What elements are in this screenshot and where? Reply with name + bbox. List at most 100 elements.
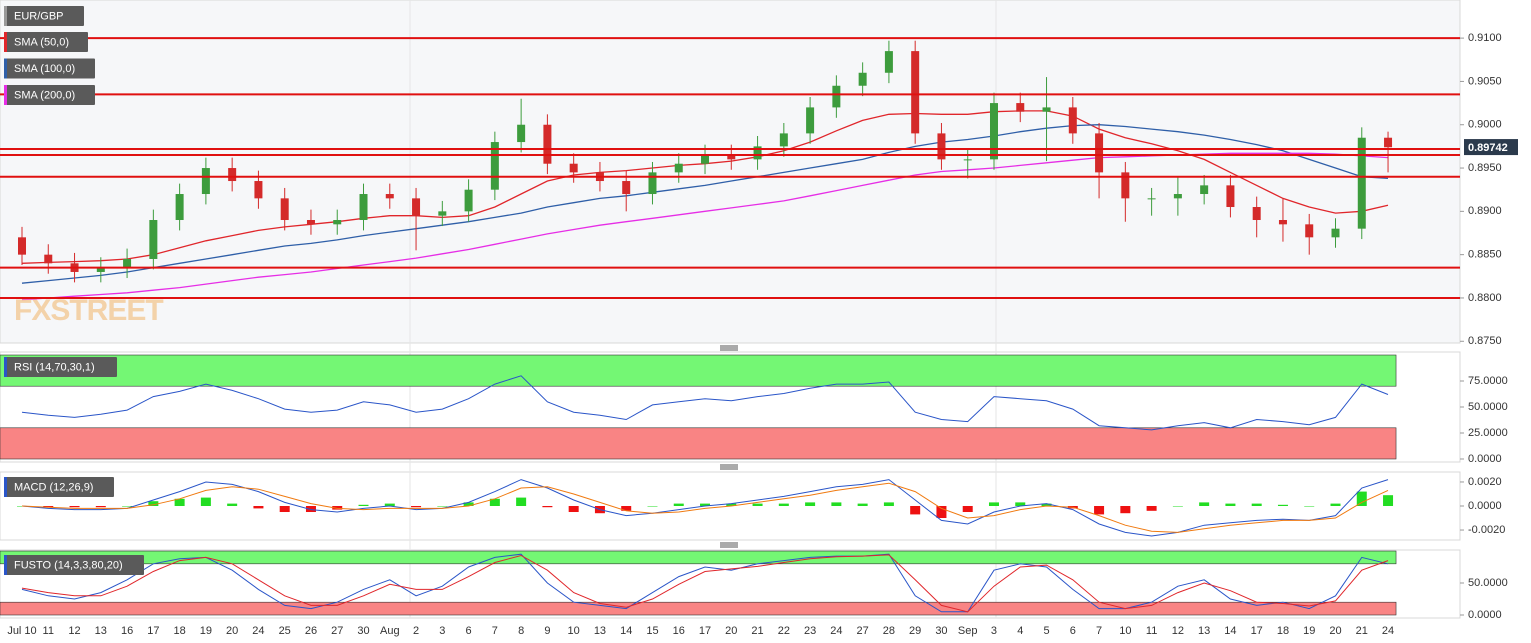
zone: [0, 427, 1397, 460]
x-tick-label: 17: [147, 625, 159, 637]
candle-body: [911, 51, 920, 134]
histogram-bar: [489, 498, 500, 506]
candle-body: [464, 189, 473, 212]
candle-body: [832, 85, 841, 108]
zone: [0, 354, 1397, 387]
y-tick-label: 0.8850: [1468, 249, 1502, 261]
candle-body: [884, 51, 893, 73]
histogram-bar: [542, 506, 553, 508]
x-tick-label: 7: [1096, 625, 1102, 637]
candle-body: [1331, 228, 1340, 238]
x-tick-label: 8: [518, 625, 524, 637]
y-tick-label: 50.0000: [1468, 577, 1508, 589]
y-tick-label: 75.0000: [1468, 375, 1508, 387]
label-box: [4, 357, 117, 377]
x-tick-label: 17: [1251, 625, 1263, 637]
candle-body: [149, 220, 158, 259]
histogram-bar: [1356, 491, 1367, 506]
histogram-bar: [516, 497, 527, 506]
label-strip: [4, 357, 7, 377]
candle-body: [96, 267, 105, 272]
x-tick-label: 23: [804, 625, 816, 637]
y-tick-label: 0.8900: [1468, 205, 1502, 217]
histogram-bar: [910, 506, 921, 515]
x-tick-label: 24: [1382, 625, 1394, 637]
label-strip: [4, 477, 7, 497]
y-tick-label: 0.0020: [1468, 476, 1502, 488]
x-tick-label: 27: [331, 625, 343, 637]
candle-body: [490, 142, 499, 190]
histogram-bar: [227, 503, 238, 506]
resize-handle[interactable]: [720, 345, 738, 548]
histogram-bar: [1146, 506, 1157, 511]
candle-body: [937, 133, 946, 160]
candle-body: [622, 181, 631, 195]
last-price-label: 0.89742: [1468, 142, 1508, 154]
histogram-bar: [1041, 503, 1052, 506]
y-tick-label: 0.9100: [1468, 32, 1502, 44]
label-strip: [4, 85, 7, 105]
x-tick-label: 30: [935, 625, 947, 637]
histogram-bar: [332, 506, 343, 510]
candle-body: [201, 168, 210, 195]
histogram-bar: [200, 497, 211, 506]
x-tick-label: 6: [1070, 625, 1076, 637]
x-tick-label: 13: [95, 625, 107, 637]
x-tick-label: 21: [751, 625, 763, 637]
histogram-bar: [411, 506, 422, 508]
x-tick-label: Jul 10: [7, 625, 36, 637]
x-tick-label: 11: [43, 625, 54, 637]
histogram-bar: [148, 501, 159, 506]
label-box: [4, 85, 95, 105]
x-tick-label: 24: [252, 625, 264, 637]
candle-body: [1226, 185, 1235, 208]
x-tick-label: 13: [1198, 625, 1210, 637]
x-tick-label: 20: [1329, 625, 1341, 637]
candle-body: [1147, 198, 1156, 200]
x-tick-label: 26: [305, 625, 317, 637]
price-panel: [0, 0, 1461, 344]
series-line: [21, 553, 1389, 613]
candle-body: [1305, 224, 1314, 238]
x-tick-label: 12: [1172, 625, 1184, 637]
x-tick-label: 19: [200, 625, 212, 637]
histogram-bar: [1225, 503, 1236, 506]
candle-body: [228, 168, 237, 182]
zone: [0, 601, 1397, 616]
histogram-bar: [1330, 503, 1341, 506]
x-tick-label: 19: [1303, 625, 1315, 637]
y-tick-label: 0.0000: [1468, 609, 1502, 621]
x-tick-label: 14: [620, 625, 632, 637]
candle-body: [779, 133, 788, 147]
x-tick-label: 18: [173, 625, 185, 637]
candle-body: [1095, 133, 1104, 173]
candle-body: [517, 124, 526, 143]
watermark: FXSTREET: [14, 294, 163, 327]
candle-body: [44, 254, 53, 264]
candle-body: [175, 194, 184, 221]
label-text: FUSTO (14,3,3,80,20): [14, 559, 123, 571]
x-tick-label: 6: [466, 625, 472, 637]
candle-body: [1121, 172, 1130, 199]
series-line: [21, 124, 1389, 284]
candle-body: [648, 172, 657, 195]
candle-body: [1357, 137, 1366, 229]
candle-body: [18, 237, 26, 255]
y-tick-label: -0.0020: [1468, 524, 1505, 536]
candle-body: [1278, 220, 1287, 225]
x-tick-label: 12: [68, 625, 80, 637]
histogram-bar: [726, 503, 737, 506]
candle-body: [753, 146, 762, 160]
x-tick-label: 14: [1224, 625, 1236, 637]
candle-body: [280, 198, 289, 221]
candle-body: [989, 103, 998, 160]
histogram-bar: [778, 503, 789, 506]
candle-body: [123, 258, 132, 268]
histogram-bar: [174, 498, 185, 506]
histogram-bar: [1120, 506, 1131, 514]
x-tick-label: 5: [1043, 625, 1049, 637]
candle-body: [1042, 107, 1051, 112]
x-tick-label: 13: [594, 625, 606, 637]
candle-body: [1252, 207, 1261, 221]
candle-body: [701, 155, 710, 164]
